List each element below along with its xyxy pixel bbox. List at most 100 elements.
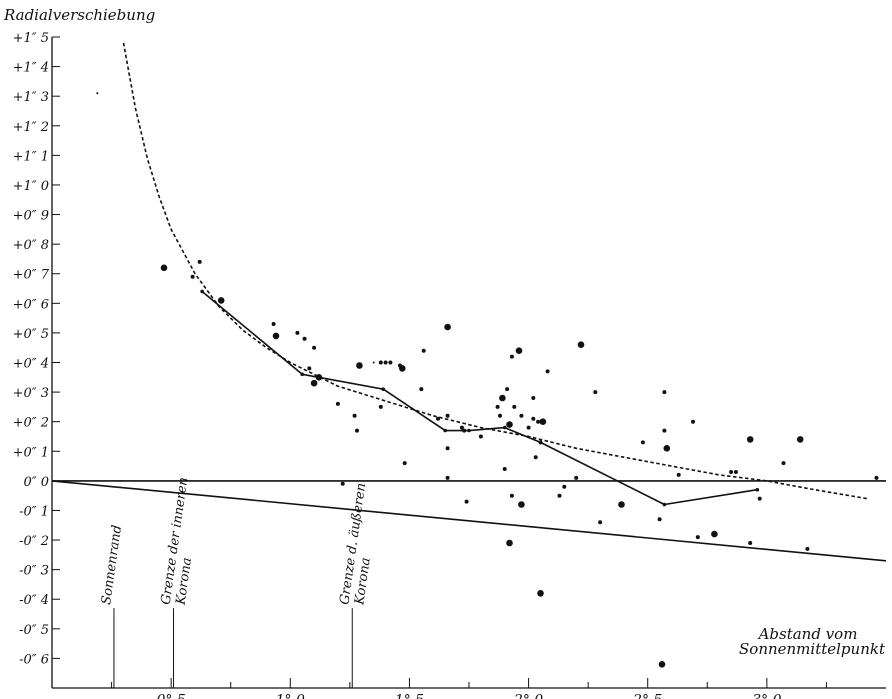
line-vertex-marker [300,372,305,377]
data-point [356,362,363,369]
data-point [462,428,467,433]
line-vertex-marker [502,425,507,430]
data-point [506,539,513,547]
data-point [515,347,523,355]
y-tick-label: +0″ 4 [13,357,49,372]
data-point [538,440,543,445]
data-point [397,363,402,368]
data-point [419,387,424,392]
data-point [509,493,514,498]
chart-points-layer [96,92,879,668]
y-tick-label: +0″ 5 [13,327,49,342]
data-point [190,274,195,279]
chart-axes-layer [51,36,886,689]
data-point [512,404,517,409]
vertical-marker-label: Korona [173,557,195,607]
data-point [444,323,451,331]
data-point [478,434,483,439]
y-tick-label: +0″ 8 [13,238,49,253]
data-point [531,416,536,421]
data-point [593,390,598,395]
data-point [445,446,450,451]
data-point [307,366,312,371]
data-point [657,517,662,522]
data-point [691,419,695,424]
data-point [505,387,510,392]
data-point [562,484,567,489]
data-point [445,475,450,480]
data-point [402,461,407,466]
data-point [315,374,323,381]
x-tick-label: 3° 0 [752,693,781,699]
data-point [577,341,585,349]
data-point [518,501,525,508]
data-point [662,428,667,433]
x-tick-label: 0° 5 [157,693,186,699]
data-point [506,421,513,428]
y-tick-label: -0″ 2 [19,534,49,549]
data-point [445,413,450,418]
line-vertex-marker [467,428,471,433]
data-point [310,379,318,387]
y-tick-label: +1″ 3 [13,90,49,105]
data-point [663,445,671,452]
data-point [658,661,666,668]
y-tick-label: -0″ 4 [19,593,49,608]
data-point [662,390,667,395]
data-point [574,475,579,480]
data-point [372,361,375,364]
data-point [352,413,357,418]
data-point [378,360,383,365]
y-tick-label: +0″ 3 [13,386,49,401]
data-point [383,360,388,365]
data-point [598,520,603,525]
data-point [733,470,738,474]
y-tick-label: -0″ 1 [19,504,49,519]
y-tick-label: +0″ 2 [13,416,49,431]
y-tick-label: +1″ 5 [13,31,49,46]
data-point [495,404,500,409]
data-point [676,472,681,477]
y-tick-label: +0″ 6 [13,297,49,312]
data-point [531,396,536,400]
data-point [757,496,762,501]
line-vertex-marker [755,487,760,492]
data-point [355,428,359,433]
data-point [519,413,524,418]
data-point [526,425,531,430]
data-point [96,92,99,95]
data-point [436,416,440,421]
data-point [711,530,718,538]
solid-series-line-1 [201,290,758,506]
data-point [272,332,280,340]
data-point [640,440,645,445]
data-point [618,501,625,508]
data-point [498,413,502,418]
data-point [499,394,506,402]
data-point [539,418,547,426]
dashed-trend-line [122,42,868,500]
data-point [545,369,550,374]
x-axis-title: Abstand vom [757,625,858,643]
data-point [464,499,469,504]
data-point [312,345,317,350]
data-point [217,297,225,304]
data-point [502,467,507,471]
data-point [874,475,879,480]
y-tick-label: +1″ 4 [13,61,49,76]
data-point [378,404,383,409]
x-axis-title: Sonnenmittelpunkt [739,640,886,658]
data-point [746,436,754,443]
data-point [805,546,810,551]
y-tick-label: +1″ 2 [13,120,49,135]
line-vertex-marker [200,289,204,294]
line-vertex-marker [662,502,667,507]
data-point [271,322,276,326]
data-point [781,461,786,466]
vertical-marker-label: Korona [352,557,374,607]
x-tick-label: 1° 0 [276,693,305,699]
data-point [536,419,541,424]
solid-series-line-4 [51,480,887,562]
y-tick-label: +0″ 7 [13,268,50,283]
